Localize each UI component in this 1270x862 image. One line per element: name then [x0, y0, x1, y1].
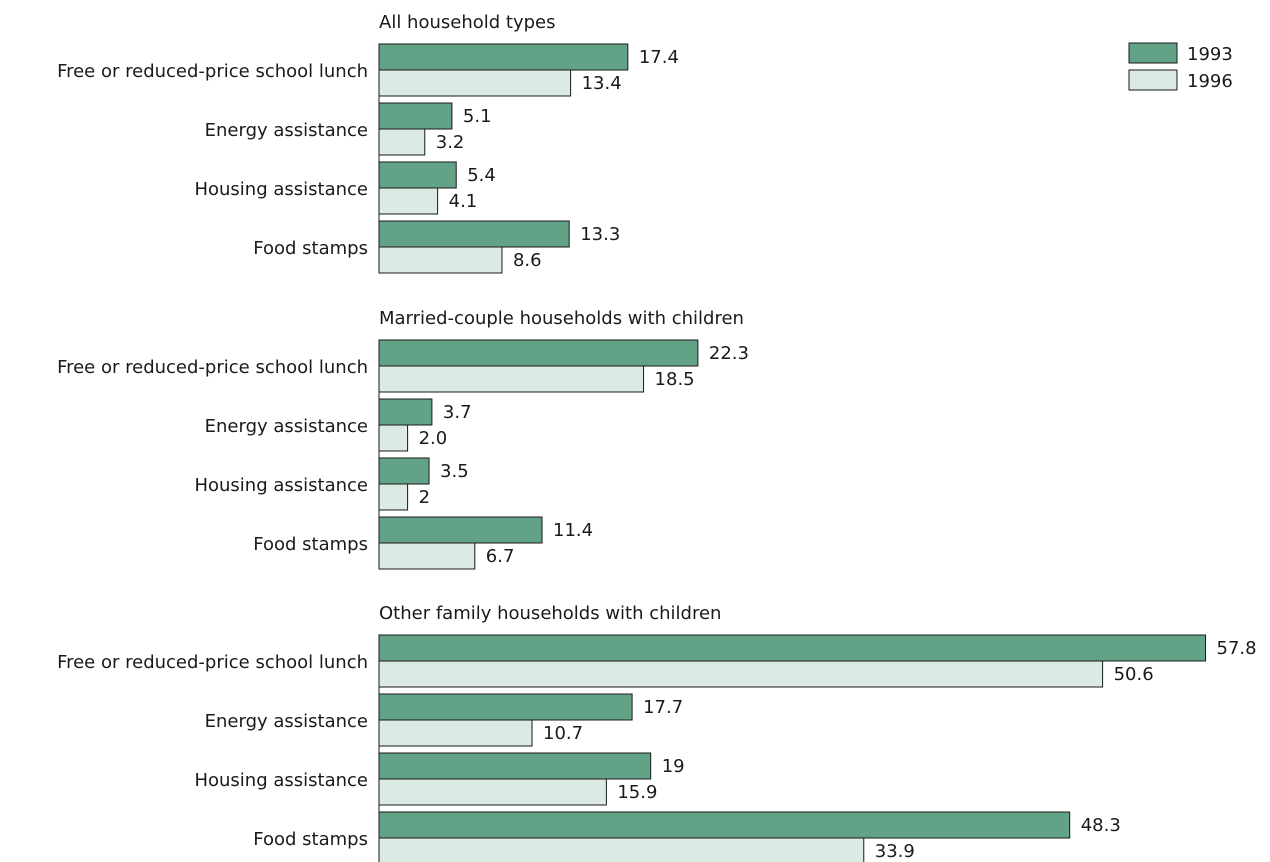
data-label: 4.1 — [449, 191, 478, 212]
bar-1993 — [378, 398, 433, 426]
bar-1996 — [378, 187, 439, 215]
legend-swatch-1996 — [1128, 69, 1178, 91]
category-label: Food stamps — [253, 829, 368, 850]
data-label: 48.3 — [1081, 815, 1121, 836]
data-label: 6.7 — [486, 546, 515, 567]
legend-label: 1993 — [1187, 44, 1233, 65]
panel-title: Other family households with children — [379, 603, 721, 624]
bar-1996 — [378, 483, 409, 511]
data-label: 15.9 — [617, 782, 657, 803]
data-label: 13.3 — [580, 224, 620, 245]
bar-1993 — [378, 811, 1071, 839]
data-label: 3.5 — [440, 461, 469, 482]
bar-1993 — [378, 693, 633, 721]
category-label: Free or reduced-price school lunch — [57, 357, 368, 378]
data-label: 8.6 — [513, 250, 542, 271]
category-label: Housing assistance — [194, 179, 368, 200]
data-label: 33.9 — [875, 841, 915, 862]
data-label: 10.7 — [543, 723, 583, 744]
bar-1996 — [378, 660, 1104, 688]
category-label: Housing assistance — [194, 475, 368, 496]
bar-1993 — [378, 102, 453, 130]
bar-1996 — [378, 837, 865, 862]
bar-1996 — [378, 246, 503, 274]
bar-1993 — [378, 634, 1207, 662]
category-label: Energy assistance — [205, 711, 368, 732]
category-label: Food stamps — [253, 238, 368, 259]
data-label: 5.1 — [463, 106, 492, 127]
category-label: Free or reduced-price school lunch — [57, 61, 368, 82]
data-label: 17.4 — [639, 47, 679, 68]
category-label: Energy assistance — [205, 416, 368, 437]
data-label: 18.5 — [655, 369, 695, 390]
category-label: Food stamps — [253, 534, 368, 555]
panel-title: Married-couple households with children — [379, 308, 744, 329]
data-label: 17.7 — [643, 697, 683, 718]
bar-1996 — [378, 128, 426, 156]
data-label: 19 — [662, 756, 685, 777]
bar-1993 — [378, 220, 570, 248]
bar-1996 — [378, 424, 409, 452]
category-label: Free or reduced-price school lunch — [57, 652, 368, 673]
data-label: 11.4 — [553, 520, 593, 541]
legend-swatch-1993 — [1128, 42, 1178, 64]
bar-1993 — [378, 457, 430, 485]
bar-1996 — [378, 778, 607, 806]
panel-title: All household types — [379, 12, 555, 33]
data-label: 22.3 — [709, 343, 749, 364]
data-label: 13.4 — [582, 73, 622, 94]
legend-label: 1996 — [1187, 71, 1233, 92]
data-label: 2 — [419, 487, 430, 508]
bar-1993 — [378, 43, 629, 71]
data-label: 3.2 — [436, 132, 465, 153]
category-label: Housing assistance — [194, 770, 368, 791]
data-label: 5.4 — [467, 165, 496, 186]
data-label: 50.6 — [1114, 664, 1154, 685]
data-label: 57.8 — [1217, 638, 1257, 659]
bar-1996 — [378, 365, 645, 393]
bar-1993 — [378, 339, 699, 367]
bar-1996 — [378, 542, 476, 570]
category-label: Energy assistance — [205, 120, 368, 141]
data-label: 2.0 — [419, 428, 448, 449]
bar-1996 — [378, 69, 572, 97]
bar-1996 — [378, 719, 533, 747]
data-label: 3.7 — [443, 402, 472, 423]
bar-1993 — [378, 161, 457, 189]
bar-1993 — [378, 516, 543, 544]
bar-1993 — [378, 752, 652, 780]
